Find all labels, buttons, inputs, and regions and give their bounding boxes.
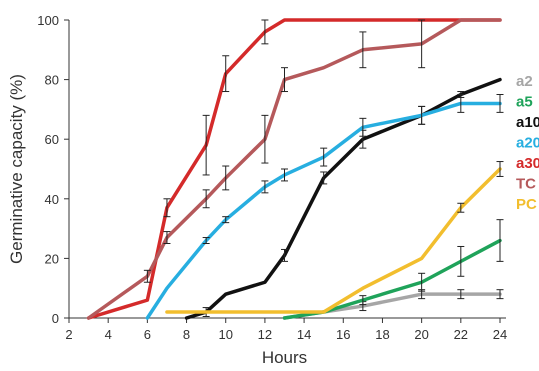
error-bar xyxy=(496,94,504,113)
error-bar xyxy=(163,198,171,218)
error-bar xyxy=(143,269,151,283)
legend-item-tc: TC xyxy=(516,176,536,193)
x-tick-label: 20 xyxy=(414,327,428,342)
x-tick-label: 2 xyxy=(65,327,72,342)
y-tick-label: 100 xyxy=(37,13,59,28)
legend-item-a5: a5 xyxy=(516,94,533,111)
y-tick-label: 20 xyxy=(45,251,59,266)
legend-item-a10: a10 xyxy=(516,114,539,131)
error-bar xyxy=(457,245,465,277)
error-bar xyxy=(261,114,269,164)
error-bar xyxy=(496,289,504,300)
error-bar xyxy=(457,289,465,300)
error-bar xyxy=(320,171,328,185)
error-bar xyxy=(163,231,171,244)
series-line-a5 xyxy=(282,238,502,320)
x-tick-label: 4 xyxy=(105,327,112,342)
x-tick-label: 14 xyxy=(297,327,311,342)
legend-item-a20: a20 xyxy=(516,135,539,152)
error-bar xyxy=(496,161,504,177)
x-axis-title: Hours xyxy=(262,348,307,367)
legend-item-a30: a30 xyxy=(516,155,539,172)
x-tick-label: 16 xyxy=(336,327,350,342)
error-bar xyxy=(496,219,504,262)
series-line-a20 xyxy=(145,101,502,320)
x-tick-label: 24 xyxy=(493,327,507,342)
x-tick-label: 8 xyxy=(183,327,190,342)
error-bar xyxy=(457,94,465,113)
x-tick-label: 10 xyxy=(218,327,232,342)
series-a5 xyxy=(282,219,504,320)
x-tick-label: 12 xyxy=(258,327,272,342)
error-bar xyxy=(418,272,426,292)
error-bar xyxy=(281,67,288,93)
error-bar xyxy=(359,31,367,69)
error-bar xyxy=(261,19,269,45)
error-bar xyxy=(281,168,288,182)
y-tick-label: 80 xyxy=(45,73,59,88)
legend-item-a2: a2 xyxy=(516,73,533,90)
error-bar xyxy=(359,295,367,306)
x-tick-label: 22 xyxy=(454,327,468,342)
series-line-a30 xyxy=(86,18,502,320)
y-tick-label: 0 xyxy=(52,311,59,326)
x-tick-label: 6 xyxy=(144,327,151,342)
series-line-pc xyxy=(165,167,502,314)
error-bar xyxy=(222,165,230,191)
y-axis-title: Germinative capacity (%) xyxy=(7,74,26,264)
legend: a2 a5 a10 a20 a30 TC PC xyxy=(516,73,539,213)
series-a10 xyxy=(184,77,502,320)
error-bar xyxy=(418,105,426,125)
legend-item-pc: PC xyxy=(516,196,537,213)
error-bar xyxy=(222,55,230,93)
error-bar xyxy=(202,114,210,176)
error-bar xyxy=(202,237,210,244)
series-line-a10 xyxy=(184,77,502,320)
error-bar xyxy=(418,19,426,69)
series-pc xyxy=(165,161,504,314)
series-a20 xyxy=(145,94,504,320)
error-bar xyxy=(320,147,328,167)
error-bar xyxy=(281,248,288,262)
x-tick-label: 18 xyxy=(375,327,389,342)
y-tick-label: 60 xyxy=(45,132,59,147)
error-bar xyxy=(222,216,230,224)
series-tc xyxy=(86,18,502,320)
series-a30 xyxy=(86,18,502,320)
error-bar xyxy=(457,202,465,213)
error-bar xyxy=(261,180,269,194)
error-bar xyxy=(202,189,210,209)
error-bar xyxy=(359,117,367,137)
y-tick-label: 40 xyxy=(45,192,59,207)
series-group xyxy=(86,18,504,320)
